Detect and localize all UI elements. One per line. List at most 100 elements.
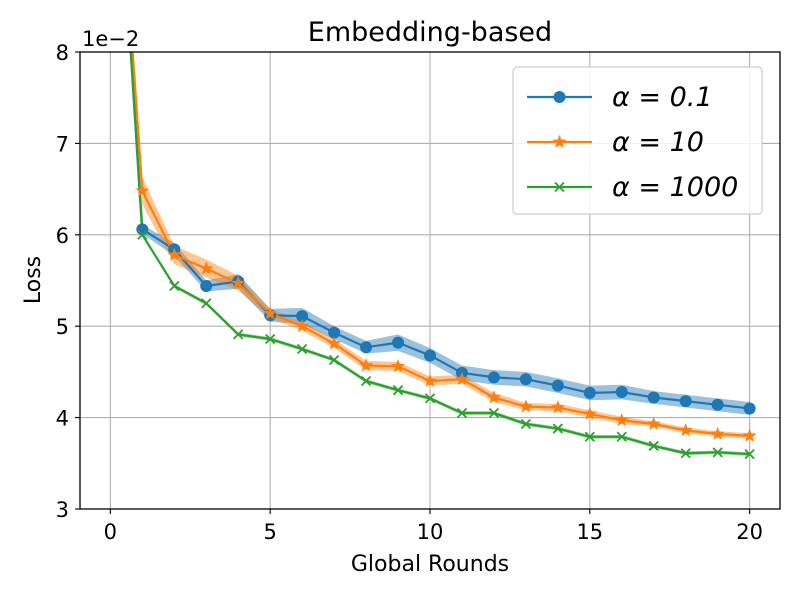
legend-marker <box>553 91 566 103</box>
series-alpha-10-point <box>422 373 438 388</box>
x-marker-stroke <box>648 440 659 452</box>
x-marker-stroke <box>616 431 627 442</box>
y-tick-label: 8 <box>56 41 69 65</box>
x-axis-label: Global Rounds <box>351 552 509 577</box>
x-marker-stroke <box>456 407 468 419</box>
series-alpha-0-1-point <box>647 391 660 404</box>
x-marker-stroke <box>712 447 723 458</box>
y-axis-label: Loss <box>21 256 46 304</box>
x-marker-stroke <box>328 354 340 366</box>
x-tick-label: 5 <box>263 520 276 544</box>
series-alpha-10-point <box>295 318 310 333</box>
series-alpha-10-point <box>391 359 406 373</box>
series-alpha-1000-point <box>456 407 468 419</box>
series-alpha-10-point <box>327 336 342 350</box>
series-alpha-0-1-point <box>136 223 149 236</box>
series-alpha-0-1-point <box>743 402 756 415</box>
x-tick-label: 20 <box>736 520 763 544</box>
chart-title: Embedding-based <box>308 17 552 48</box>
series-alpha-0-1-point <box>487 371 500 384</box>
series-alpha-1000-point <box>169 280 180 292</box>
x-marker-stroke <box>584 431 595 442</box>
x-marker-stroke <box>137 229 148 240</box>
y-tick-label: 5 <box>56 315 69 339</box>
legend-entry-2: α = 10 <box>527 127 704 158</box>
series-alpha-10-point <box>263 306 278 320</box>
series-alpha-10-point <box>614 412 629 427</box>
series-alpha-1000-point <box>201 298 212 309</box>
y-axis-offset-label: 1e−2 <box>82 27 139 51</box>
series-alpha-10-point <box>582 406 597 420</box>
series-alpha-1000-point <box>424 393 436 404</box>
x-marker-stroke <box>554 181 565 193</box>
series-alpha-10-point <box>359 358 374 372</box>
series-alpha-1000-point <box>233 329 244 340</box>
series-alpha-0-1-point <box>200 279 213 292</box>
y-tick-label: 3 <box>56 498 69 522</box>
x-tick-label: 15 <box>576 520 603 544</box>
series-alpha-1000-point <box>680 448 691 459</box>
series-alpha-10-point <box>742 428 757 442</box>
series-alpha-0-1-point <box>424 349 436 362</box>
series-alpha-1000-point <box>488 407 500 419</box>
series-alpha-0-1-point <box>679 395 692 408</box>
series-alpha-10-point <box>231 275 246 290</box>
x-marker-stroke <box>552 423 563 434</box>
series-alpha-1000-point <box>744 449 755 460</box>
series-alpha-10-point <box>454 371 469 386</box>
series-alpha-0-1-point <box>392 336 405 349</box>
x-tick-label: 10 <box>417 520 444 544</box>
x-marker-stroke <box>297 343 308 355</box>
x-marker-stroke <box>424 393 436 404</box>
x-marker-stroke <box>233 329 244 340</box>
series-alpha-1000-point <box>392 385 404 396</box>
x-marker-stroke <box>169 280 180 292</box>
series-alpha-10-point <box>135 183 150 197</box>
series-alpha-1000-point <box>360 375 372 387</box>
series-alpha-10-point <box>646 416 661 430</box>
series-alpha-10-point <box>518 399 533 413</box>
x-marker-stroke <box>392 385 404 396</box>
series-alpha-1000-point <box>265 333 276 345</box>
series-alpha-0-1-point <box>615 386 628 399</box>
y-tick-label: 4 <box>56 407 69 431</box>
x-marker-stroke <box>680 448 691 459</box>
x-marker-stroke <box>520 418 532 430</box>
y-tick-label: 6 <box>56 224 69 248</box>
x-marker-stroke <box>744 449 755 460</box>
series-alpha-1000-point <box>616 431 627 442</box>
series-alpha-10-point <box>710 426 725 441</box>
x-marker-stroke <box>360 375 372 387</box>
legend-label: α = 0.1 <box>612 82 713 113</box>
legend-label: α = 10 <box>612 127 704 158</box>
series-alpha-10-point <box>199 261 214 275</box>
legend: α = 0.1 α = 10 α = 1000 <box>512 66 763 215</box>
series-alpha-0-1-point <box>360 341 373 354</box>
y-tick-label: 7 <box>56 132 69 156</box>
x-marker-stroke <box>265 333 276 345</box>
series-alpha-1000-point <box>520 418 532 430</box>
x-tick-label: 0 <box>104 520 117 544</box>
series-alpha-1000-point <box>584 431 595 442</box>
series-alpha-0-1-point <box>583 386 596 399</box>
legend-entry-3: α = 1000 <box>527 172 738 203</box>
series-alpha-1000-point <box>297 343 308 355</box>
x-marker-stroke <box>201 298 212 309</box>
series-alpha-10-point <box>678 423 693 437</box>
legend-entry-1: α = 0.1 <box>527 82 713 113</box>
series-alpha-1000-point <box>552 423 563 434</box>
series-alpha-0-1-point <box>551 379 564 392</box>
series-alpha-10-point <box>486 390 501 404</box>
x-axis-ticks: 0 5 10 15 20 <box>104 509 763 544</box>
legend-box <box>512 66 763 215</box>
series-alpha-0-1-point <box>519 373 532 386</box>
series-alpha-1000-point <box>648 440 659 452</box>
legend-marker <box>552 134 567 148</box>
series-alpha-0-1-point <box>711 398 724 411</box>
y-axis-ticks: 3 4 5 6 7 8 <box>56 41 80 522</box>
series-markers <box>135 183 757 460</box>
series-alpha-1000-point <box>712 447 723 458</box>
x-marker-stroke <box>488 407 500 419</box>
legend-marker <box>554 181 565 193</box>
series-alpha-1000-point <box>137 229 148 240</box>
